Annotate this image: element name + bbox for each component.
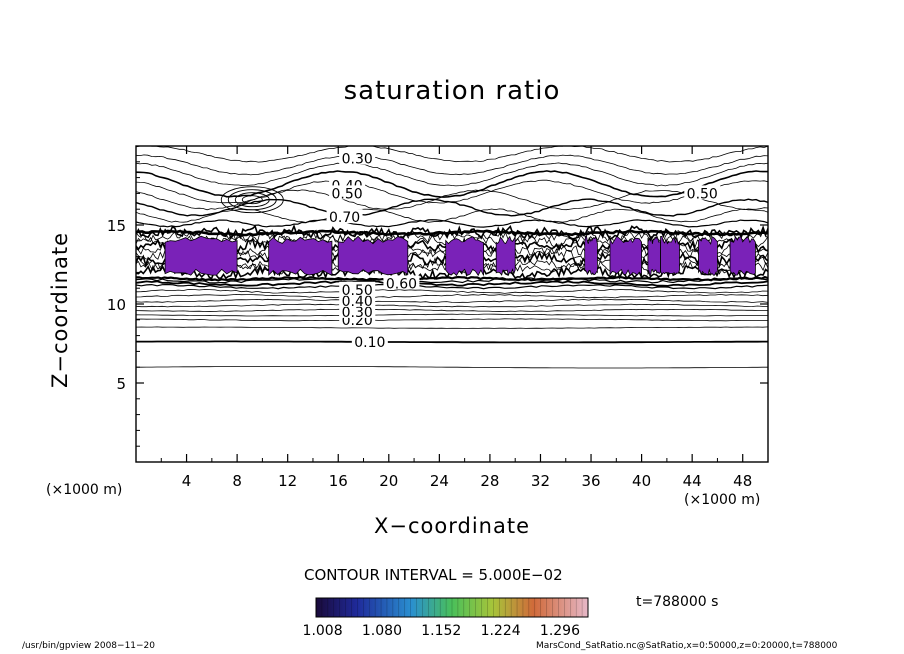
x-tick-label: 44 — [683, 472, 702, 490]
x-tick-label: 8 — [232, 472, 242, 490]
x-tick-label: 32 — [531, 472, 550, 490]
contour-line-lower — [136, 366, 768, 369]
colorbar: 1.008 1.080 1.152 1.224 1.296 — [303, 597, 589, 639]
contour-line-upper — [136, 219, 768, 228]
closed-contour — [241, 195, 263, 205]
contour-label-bg — [351, 333, 388, 348]
contour-label-bg — [339, 150, 376, 165]
x-tick-label: 20 — [379, 472, 398, 490]
footer-right: MarsCond_SatRatio.nc@SatRatio,x=0:50000,… — [536, 641, 838, 651]
chart-title: saturation ratio — [343, 76, 561, 106]
closed-contour — [227, 189, 277, 211]
contour-line-upper — [136, 162, 768, 187]
colorbar-gradient — [316, 598, 588, 617]
contour-line-cloud-top — [136, 229, 768, 237]
contour-line-upper — [136, 170, 768, 198]
colorbar-frame — [315, 597, 589, 618]
supersaturated-region — [445, 236, 484, 277]
z-unit-label: (×1000 m) — [46, 482, 123, 498]
time-label: t=788000 s — [636, 594, 719, 610]
contour-line-lower — [136, 340, 768, 344]
contour-label: 0.50 — [687, 186, 718, 202]
x-tick-label: 12 — [278, 472, 297, 490]
colorbar-tick-label: 1.224 — [481, 623, 521, 639]
contour-label-bg — [329, 185, 366, 200]
x-tick-label: 40 — [632, 472, 651, 490]
supersaturated-region — [647, 234, 661, 276]
contour-line-lower — [136, 303, 768, 308]
supersaturated-region — [660, 236, 680, 276]
supersaturated-region — [729, 235, 756, 276]
x-tick-label: 24 — [430, 472, 449, 490]
contour-label: 0.40 — [342, 294, 373, 310]
plot-area — [136, 146, 768, 369]
contour-label: 0.30 — [342, 305, 373, 321]
contour-label-bg — [326, 209, 363, 224]
contour-label-bg — [339, 281, 376, 296]
contour-label: 0.70 — [329, 210, 360, 226]
footer-left: /usr/bin/gpview 2008−11−20 — [22, 641, 156, 651]
x-tick-label: 48 — [733, 472, 752, 490]
supersaturated-region — [268, 236, 333, 277]
supersaturated-region — [584, 235, 598, 276]
contour-line-lower — [136, 326, 768, 329]
contour-line-lower — [136, 277, 768, 284]
colorbar-tick-label: 1.296 — [540, 623, 580, 639]
x-tick-label: 4 — [182, 472, 192, 490]
contour-line-upper — [136, 154, 768, 176]
contour-labels: 0.100.200.300.400.500.600.300.400.500.70… — [326, 150, 721, 351]
contour-label-bg — [339, 292, 376, 307]
contour-label-bg — [383, 275, 420, 290]
colorbar-tick-label: 1.152 — [421, 623, 461, 639]
contour-label-bg — [684, 185, 721, 200]
contour-line-lower — [136, 313, 768, 317]
x-tick-label: 16 — [329, 472, 348, 490]
x-unit-label: (×1000 m) — [684, 492, 761, 508]
contour-line-lower — [136, 288, 768, 294]
supersaturated-region — [337, 235, 409, 276]
contour-line-lower — [136, 318, 768, 322]
supersaturated-region — [698, 236, 718, 276]
x-tick-label: 28 — [480, 472, 499, 490]
contour-label: 0.30 — [342, 152, 373, 168]
contour-line-upper — [136, 208, 768, 223]
contour-line-lower — [136, 298, 768, 303]
x-axis-label: X−coordinate — [374, 514, 530, 538]
closed-contour — [220, 186, 284, 214]
contour-line-upper — [136, 146, 768, 163]
contour-line-lower — [136, 308, 768, 312]
contour-line-lower — [136, 280, 768, 287]
colorbar-tick-label: 1.008 — [303, 623, 343, 639]
supersaturated-region — [164, 235, 238, 276]
supersaturated-region — [609, 235, 642, 277]
contour-label: 0.10 — [354, 335, 385, 351]
contour-interval-text: CONTOUR INTERVAL = 5.000E−02 — [304, 566, 563, 584]
contour-line-lower — [136, 293, 768, 299]
y-tick-label: 10 — [107, 296, 126, 314]
colorbar-tick-label: 1.080 — [362, 623, 402, 639]
y-tick-label: 5 — [116, 375, 126, 393]
contour-label: 0.60 — [386, 276, 417, 292]
contour-label-bg — [339, 303, 376, 318]
contour-label: 0.50 — [342, 283, 373, 299]
contour-label: 0.50 — [332, 186, 363, 202]
supersaturated-region — [495, 235, 516, 277]
contour-line-lower — [136, 283, 768, 290]
closed-contour — [234, 192, 270, 208]
contour-line-upper — [136, 198, 768, 217]
contour-line-upper — [136, 189, 768, 211]
y-tick-label: 15 — [107, 217, 126, 235]
contour-line-cloud-bottom — [136, 275, 768, 282]
x-tick-label: 36 — [581, 472, 600, 490]
